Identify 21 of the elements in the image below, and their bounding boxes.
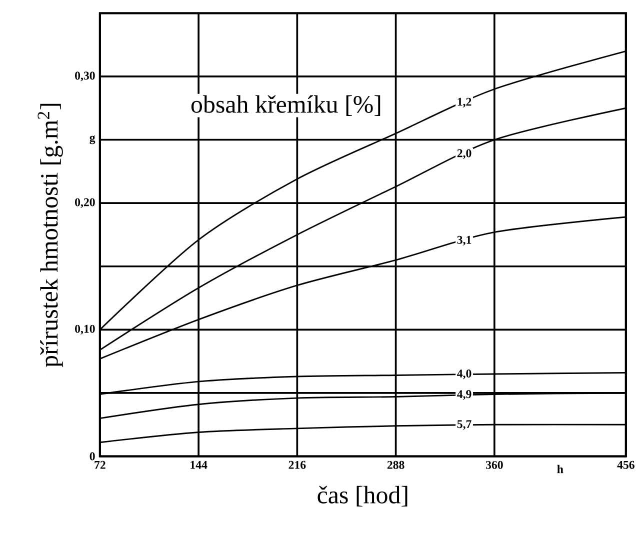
y-tick-label: 0,10 xyxy=(75,325,95,335)
series-label: 1,2 xyxy=(458,98,472,108)
y-tick-label: 0,30 xyxy=(75,72,95,82)
x-tick-label: 216 xyxy=(288,461,306,470)
series-label: 5,7 xyxy=(457,420,472,430)
series-label: 2,0 xyxy=(457,149,472,160)
y-tick-label: 0 xyxy=(90,452,95,461)
x-tick-label: 72 xyxy=(94,461,106,469)
x-tick-label: 144 xyxy=(190,461,208,469)
x-axis-title: čas [hod] xyxy=(318,486,408,507)
x-tick-label: 360 xyxy=(486,461,503,470)
x-tick-label: 288 xyxy=(387,461,404,470)
y-tick-label: 0,20 xyxy=(75,198,95,208)
y-tick-label: g xyxy=(90,136,96,144)
series-label: 4,0 xyxy=(457,370,472,380)
y-axis-title: přírustek hmotnosti [g.m$^{2}$] xyxy=(38,104,63,368)
text: h xyxy=(557,465,564,474)
x-tick-label: 456 xyxy=(617,461,634,470)
series-label: 4,9 xyxy=(457,390,472,400)
series-label: 3,1 xyxy=(457,236,472,246)
annotation: obsah křemíku [%] xyxy=(191,95,380,116)
